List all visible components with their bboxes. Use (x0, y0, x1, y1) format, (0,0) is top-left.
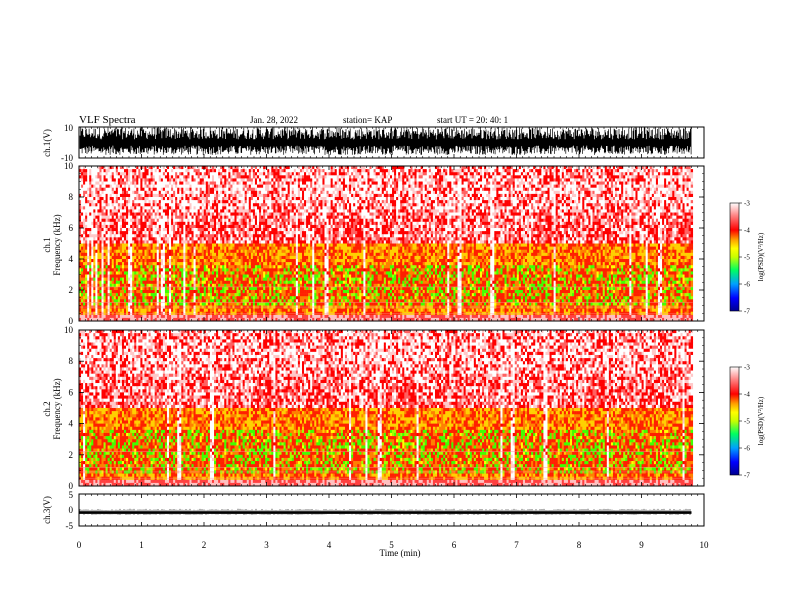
time-tick-label: 7 (514, 540, 519, 550)
ch3-waveform-line (79, 511, 692, 514)
frequency-tick-label: 4 (69, 419, 74, 429)
ch1-colorbar (730, 203, 739, 311)
ch1-spectrogram-heatmap (79, 166, 693, 321)
ch3-waveform-trace (79, 509, 692, 515)
colorbar-tick-label: -6 (744, 445, 750, 453)
frequency-tick-label: 8 (69, 356, 74, 366)
time-tick-label: 9 (639, 540, 644, 550)
colorbar-tick-label: -7 (744, 308, 750, 316)
frequency-tick-label: 6 (69, 223, 74, 233)
time-tick-label: 1 (139, 540, 144, 550)
frequency-tick-label: 2 (69, 285, 74, 295)
ch2-colorbar (730, 367, 739, 475)
colorbar-tick-label: -6 (744, 281, 750, 289)
ch2-spectrogram-ylabel-frequency: Frequency (kHz) (52, 378, 62, 439)
ch1-waveform-line (80, 127, 691, 155)
ch2-spectrogram-ylabel-channel: ch.2 (42, 401, 52, 416)
date-label: Jan. 28, 2022 (250, 115, 298, 125)
frequency-tick-label: 8 (69, 192, 74, 202)
ch1-colorbar-label: log(PSD)(V²/Hz) (757, 232, 765, 281)
ch3-ytick-top: 5 (69, 490, 74, 500)
ch2-spectrogram-heatmap (79, 330, 693, 486)
ch2-colorbar-label: log(PSD)(V²/Hz) (757, 396, 765, 445)
ch1-waveform-trace (80, 127, 691, 155)
colorbar-tick-label: -7 (744, 472, 750, 480)
colorbar-tick-label: -5 (744, 418, 750, 426)
colorbar-tick-label: -4 (744, 227, 750, 235)
ch1-waveform-ylabel: ch.1(V) (42, 129, 52, 157)
time-tick-label: 8 (577, 540, 582, 550)
ch1-spectrogram-ylabel-frequency: Frequency (kHz) (52, 214, 62, 275)
time-tick-label: 2 (202, 540, 207, 550)
ch1-ytick-top: 10 (64, 123, 74, 133)
time-tick-label: 6 (452, 540, 457, 550)
station-label: station= KAP (343, 115, 392, 125)
start-time-label: start UT = 20: 40: 1 (437, 115, 508, 125)
time-tick-label: 0 (77, 540, 82, 550)
figure-title: VLF Spectra (79, 114, 136, 126)
frequency-tick-label: 6 (69, 387, 74, 397)
ch3-waveform-ylabel: ch.3(V) (42, 496, 52, 524)
frequency-tick-label: 2 (69, 450, 74, 460)
ch3-ytick-bottom: -5 (66, 521, 74, 531)
ch3-ytick-mid: 0 (69, 505, 74, 515)
time-axis-label: Time (min) (380, 548, 421, 558)
time-tick-label: 4 (327, 540, 332, 550)
colorbar-tick-label: -3 (744, 200, 750, 208)
ch1-spectrogram-ylabel-channel: ch.1 (42, 237, 52, 252)
time-tick-label: 10 (700, 540, 710, 550)
frequency-tick-label: 10 (64, 161, 74, 171)
frequency-tick-label: 10 (64, 325, 74, 335)
frequency-tick-label: 4 (69, 254, 74, 264)
colorbar-tick-label: -4 (744, 391, 750, 399)
time-tick-label: 3 (264, 540, 269, 550)
colorbar-tick-label: -5 (744, 254, 750, 262)
colorbar-tick-label: -3 (744, 364, 750, 372)
